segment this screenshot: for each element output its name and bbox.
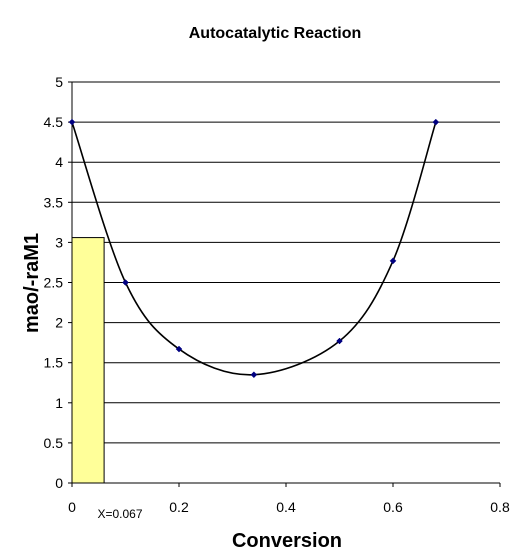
y-tick-label-1: 0.5 [44, 435, 64, 451]
chart-title: Autocatalytic Reaction [189, 25, 361, 42]
conversion-annotation-label: X=0.067 [97, 507, 142, 521]
x-tick-label-4: 0.8 [490, 499, 510, 515]
shaded-area [71, 237, 105, 484]
data-point-3 [250, 371, 258, 379]
data-points [68, 118, 440, 379]
data-point-2 [175, 345, 183, 353]
y-tick-label-3: 1.5 [44, 355, 64, 371]
series-curve [71, 121, 437, 376]
y-tick-label-6: 3 [55, 234, 63, 250]
data-point-4 [336, 337, 343, 345]
x-tick-label-0: 0 [68, 499, 76, 515]
x-tick-label-1: 0.2 [169, 499, 189, 515]
curve-group [71, 121, 437, 376]
data-point-0 [68, 118, 76, 126]
y-tick-label-5: 2.5 [44, 275, 64, 291]
axes [68, 81, 501, 487]
y-tick-label-2: 1 [55, 395, 63, 411]
y-tick-label-7: 3.5 [44, 194, 64, 210]
data-point-1 [122, 279, 129, 286]
data-point-5 [389, 257, 397, 265]
y-tick-label-8: 4 [55, 154, 63, 170]
grid-lines [72, 81, 500, 444]
y-tick-label-9: 4.5 [44, 114, 64, 130]
y-tick-label-0: 0 [55, 475, 63, 491]
data-point-6 [432, 118, 440, 126]
shaded-region-group [71, 237, 105, 484]
x-tick-label-2: 0.4 [276, 499, 296, 515]
y-axis-title: mao/-raM1 [21, 233, 43, 333]
x-tick-label-3: 0.6 [383, 499, 403, 515]
x-axis-title: Conversion [232, 530, 342, 552]
x-tick-labels: 0 0.2 0.4 0.6 0.8 [68, 499, 510, 515]
y-tick-labels: 0 0.5 1 1.5 2 2.5 3 3.5 4 4.5 5 [44, 74, 64, 491]
y-tick-label-4: 2 [55, 315, 63, 331]
y-tick-label-10: 5 [55, 74, 63, 90]
